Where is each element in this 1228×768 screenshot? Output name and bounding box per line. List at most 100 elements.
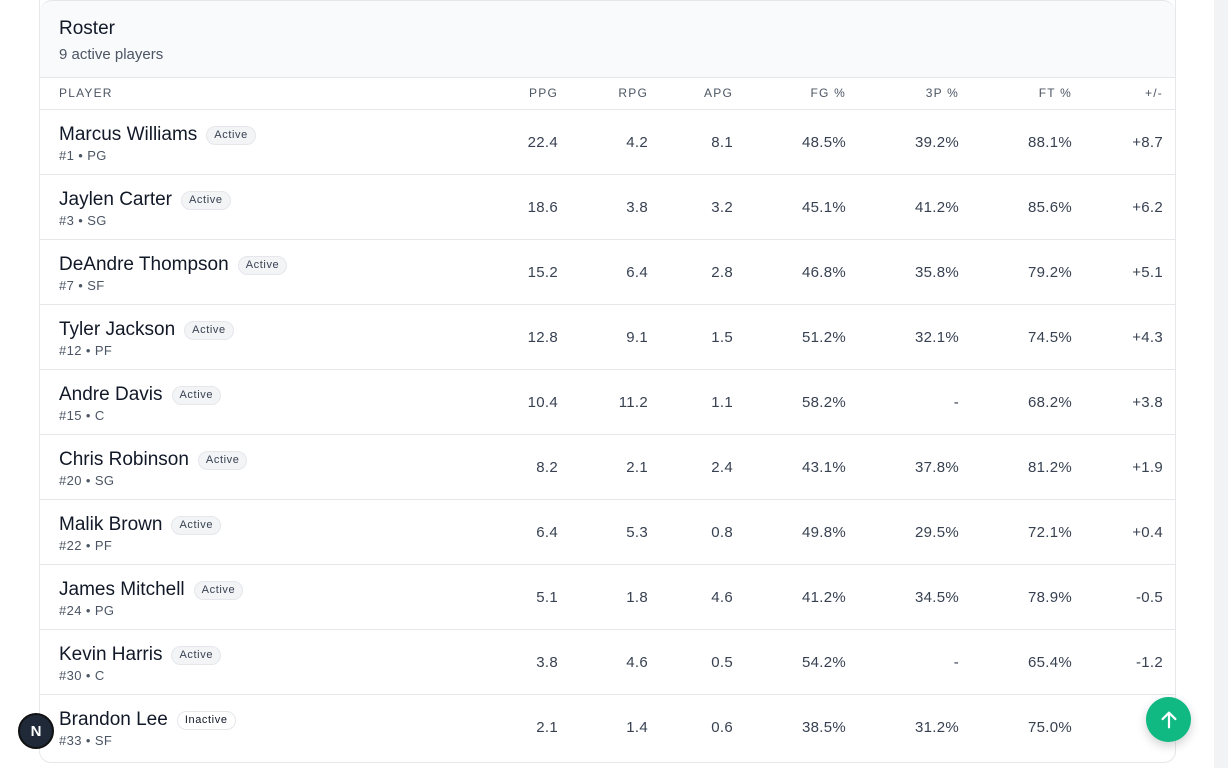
cell-3p-pct: 39.2% (914, 134, 959, 151)
cell-3p-pct: 35.8% (914, 264, 959, 281)
col-player[interactable]: Player (59, 86, 113, 100)
player-number-position: #15 • C (59, 408, 105, 423)
status-badge: Active (181, 190, 231, 210)
player-name-line: Jaylen Carter Active (59, 188, 231, 212)
cell-fg-pct: 45.1% (801, 199, 846, 216)
status-badge: Active (171, 645, 222, 665)
cell-ft-pct: 81.2% (1027, 459, 1072, 476)
cell-fg-pct: 49.8% (801, 524, 846, 541)
cell-rpg: 9.1 (626, 329, 648, 346)
cell-ft-pct: 88.1% (1027, 134, 1072, 151)
cell-fg-pct: 38.5% (801, 719, 846, 736)
player-name[interactable]: Andre Davis (59, 384, 163, 405)
status-badge: Active (237, 255, 288, 275)
player-number-position: #1 • PG (59, 148, 107, 163)
cell-rpg: 6.4 (626, 264, 648, 281)
table-row[interactable]: Brandon Lee Inactive #33 • SF 2.1 1.4 0.… (40, 695, 1175, 760)
cell-ppg: 12.8 (527, 329, 558, 346)
cell-apg: 4.6 (711, 589, 733, 606)
status-badge: Active (206, 125, 256, 145)
table-row[interactable]: DeAndre Thompson Active #7 • SF 15.2 6.4… (40, 240, 1175, 305)
cell-fg-pct: 48.5% (801, 134, 846, 151)
cell-ft-pct: 74.5% (1027, 329, 1072, 346)
table-row[interactable]: Jaylen Carter Active #3 • SG 18.6 3.8 3.… (40, 175, 1175, 240)
col-rpg[interactable]: RPG (618, 86, 648, 100)
player-number-position: #20 • SG (59, 473, 115, 488)
cell-plus-minus: +1.9 (1132, 459, 1163, 476)
cell-rpg: 5.3 (626, 524, 648, 541)
cell-plus-minus: +4.3 (1132, 329, 1163, 346)
player-name-line: Kevin Harris Active (59, 643, 222, 667)
player-name[interactable]: Chris Robinson (59, 449, 189, 470)
n-badge-label: N (30, 722, 42, 740)
player-name[interactable]: Jaylen Carter (59, 189, 172, 210)
player-number-position: #3 • SG (59, 213, 107, 228)
status-badge: Active (193, 580, 244, 600)
table-row[interactable]: Marcus Williams Active #1 • PG 22.4 4.2 … (40, 110, 1175, 175)
col-fg-pct[interactable]: FG % (810, 86, 846, 100)
cell-apg: 0.8 (711, 524, 733, 541)
player-number-position: #7 • SF (59, 278, 105, 293)
col-plus-minus[interactable]: +/- (1145, 86, 1163, 100)
cell-3p-pct: - (953, 654, 959, 671)
cell-3p-pct: 29.5% (914, 524, 959, 541)
col-ft-pct[interactable]: FT % (1038, 86, 1072, 100)
cell-rpg: 3.8 (626, 199, 648, 216)
cell-plus-minus: +8.7 (1132, 134, 1163, 151)
page-title: Roster (59, 18, 115, 39)
col-ppg[interactable]: PPG (529, 86, 558, 100)
col-apg[interactable]: APG (704, 86, 733, 100)
arrow-up-icon (1160, 711, 1177, 728)
cell-rpg: 11.2 (618, 394, 648, 411)
table-row[interactable]: Malik Brown Active #22 • PF 6.4 5.3 0.8 … (40, 500, 1175, 565)
cell-ft-pct: 79.2% (1027, 264, 1072, 281)
player-name[interactable]: James Mitchell (59, 579, 185, 600)
cell-ppg: 3.8 (536, 654, 558, 671)
cell-ft-pct: 68.2% (1027, 394, 1072, 411)
player-name[interactable]: Malik Brown (59, 514, 163, 535)
cell-ft-pct: 75.0% (1027, 719, 1072, 736)
col-3p-pct[interactable]: 3P % (925, 86, 959, 100)
cell-ft-pct: 78.9% (1027, 589, 1072, 606)
table-row[interactable]: Kevin Harris Active #30 • C 3.8 4.6 0.5 … (40, 630, 1175, 695)
table-row[interactable]: James Mitchell Active #24 • PG 5.1 1.8 4… (40, 565, 1175, 630)
table-row[interactable]: Chris Robinson Active #20 • SG 8.2 2.1 2… (40, 435, 1175, 500)
table-row[interactable]: Andre Davis Active #15 • C 10.4 11.2 1.1… (40, 370, 1175, 435)
player-number-position: #30 • C (59, 668, 105, 683)
player-name[interactable]: Brandon Lee (59, 709, 168, 730)
cell-ft-pct: 85.6% (1027, 199, 1072, 216)
cell-fg-pct: 58.2% (801, 394, 846, 411)
roster-card: Roster 9 active players Player PPG RPG A… (39, 0, 1176, 763)
player-name[interactable]: Marcus Williams (59, 124, 198, 145)
scroll-to-top-button[interactable] (1146, 697, 1191, 742)
player-name-line: DeAndre Thompson Active (59, 253, 288, 277)
player-name-line: Andre Davis Active (59, 383, 222, 407)
cell-ppg: 6.4 (536, 524, 558, 541)
player-name[interactable]: DeAndre Thompson (59, 254, 229, 275)
player-name[interactable]: Kevin Harris (59, 644, 163, 665)
cell-fg-pct: 54.2% (801, 654, 846, 671)
cell-apg: 8.1 (711, 134, 733, 151)
player-number-position: #22 • PF (59, 538, 113, 553)
status-badge: Active (171, 385, 222, 405)
cell-apg: 1.5 (711, 329, 733, 346)
table-row[interactable]: Tyler Jackson Active #12 • PF 12.8 9.1 1… (40, 305, 1175, 370)
cell-fg-pct: 46.8% (801, 264, 846, 281)
status-badge: Active (184, 320, 234, 340)
player-name-line: Brandon Lee Inactive (59, 708, 236, 732)
page-scrollbar[interactable] (1214, 0, 1228, 768)
cell-fg-pct: 41.2% (801, 589, 846, 606)
status-badge: Inactive (176, 710, 236, 730)
status-badge: Active (171, 515, 222, 535)
card-header: Roster 9 active players (40, 0, 1175, 78)
cell-ppg: 5.1 (536, 589, 558, 606)
cell-fg-pct: 51.2% (801, 329, 846, 346)
player-name-line: Chris Robinson Active (59, 448, 248, 472)
cell-3p-pct: 32.1% (914, 329, 959, 346)
n-avatar-badge[interactable]: N (18, 713, 54, 749)
cell-rpg: 1.8 (626, 589, 648, 606)
cell-rpg: 2.1 (626, 459, 648, 476)
player-name[interactable]: Tyler Jackson (59, 319, 176, 340)
cell-apg: 2.8 (711, 264, 733, 281)
cell-3p-pct: 34.5% (914, 589, 959, 606)
